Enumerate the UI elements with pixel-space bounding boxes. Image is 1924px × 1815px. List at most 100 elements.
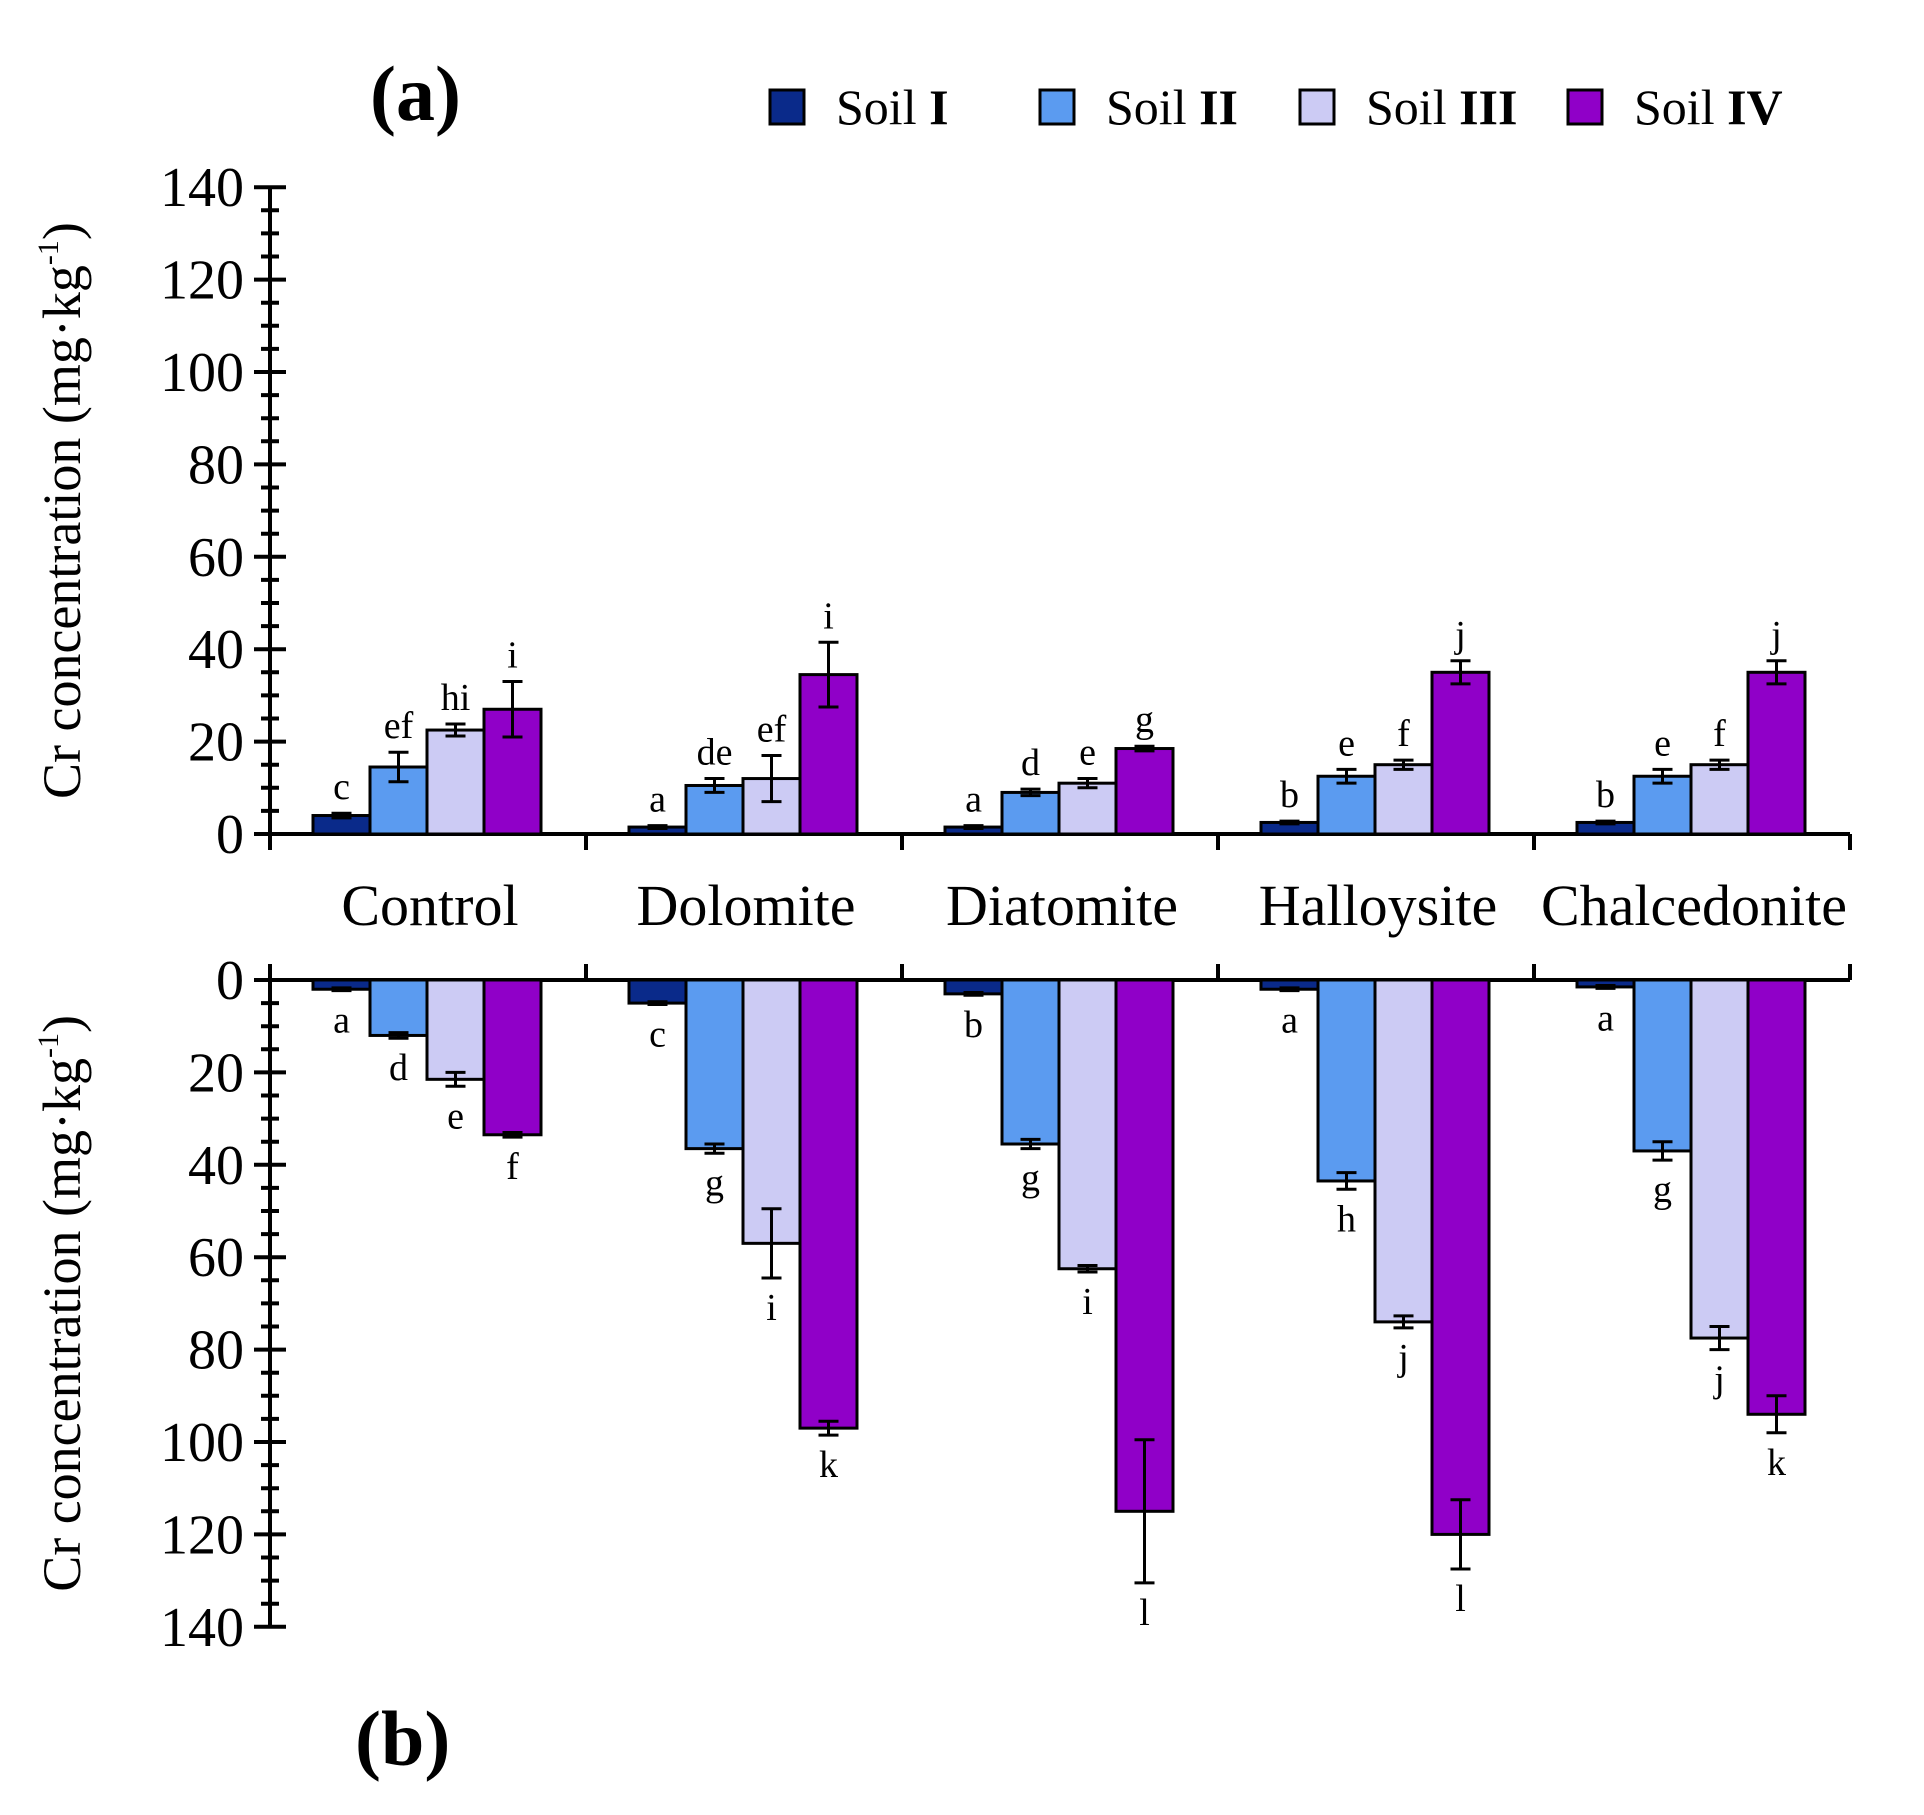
x-tick-label: Diatomite [946, 873, 1178, 938]
significance-label: g [705, 1162, 724, 1204]
significance-label: k [819, 1444, 838, 1486]
panel-a: 0 20 40 60 80 100 120 140 Cr concentration (mg·k… [32, 50, 1852, 938]
bar [1057, 781, 1118, 836]
legend: Soil I Soil II Soil III Soil IV [768, 79, 1783, 135]
panel-label: (a) [370, 50, 461, 137]
significance-label: j [1769, 614, 1782, 656]
bar [1373, 978, 1434, 1324]
bar [1746, 670, 1807, 836]
significance-label: i [1082, 1281, 1093, 1323]
legend-swatch [1298, 88, 1336, 126]
significance-label: g [1021, 1158, 1040, 1200]
y-tick-label: 60 [188, 527, 244, 589]
significance-label: de [697, 732, 733, 774]
y-tick-label: 120 [160, 1504, 244, 1566]
bar [1632, 978, 1693, 1153]
significance-label: j [1396, 1337, 1409, 1379]
y-tick-label: 40 [188, 619, 244, 681]
significance-label: g [1653, 1169, 1672, 1211]
y-tick-label: 100 [160, 1412, 244, 1474]
y-tick-label: 120 [160, 250, 244, 312]
significance-label: k [1767, 1442, 1786, 1484]
bar [1316, 774, 1377, 836]
significance-label: l [1139, 1592, 1150, 1634]
bar [1000, 978, 1061, 1146]
significance-label: i [507, 635, 518, 677]
significance-label: a [333, 1000, 350, 1042]
y-axis-title: Cr concentration (mg·kg-1) [32, 222, 92, 799]
y-tick-label: 140 [160, 157, 244, 219]
legend-swatch [1038, 88, 1076, 126]
y-tick-label: 20 [188, 1042, 244, 1104]
significance-label: a [1281, 1000, 1298, 1042]
x-tick-label: Control [341, 873, 518, 938]
legend-swatch [768, 88, 806, 126]
bar [1746, 978, 1807, 1416]
significance-label: ef [757, 708, 787, 750]
bar [425, 978, 486, 1081]
bar [368, 978, 429, 1037]
significance-label: f [506, 1146, 519, 1188]
y-tick-label: 60 [188, 1227, 244, 1289]
significance-label: hi [441, 677, 471, 719]
bar [1689, 763, 1750, 836]
x-tick-label: Halloysite [1259, 873, 1497, 938]
bar [1316, 978, 1377, 1183]
significance-label: d [389, 1047, 408, 1089]
significance-label: f [1713, 713, 1726, 755]
y-tick-label: 40 [188, 1135, 244, 1197]
bar [1632, 774, 1693, 836]
bar [1689, 978, 1750, 1340]
y-tick-label: 80 [188, 1320, 244, 1382]
significance-label: c [649, 1013, 666, 1055]
significance-label: l [1455, 1578, 1466, 1620]
significance-label: g [1135, 699, 1154, 741]
y-tick-label: 20 [188, 712, 244, 774]
bar [482, 978, 543, 1137]
significance-label: b [1596, 774, 1615, 816]
bar [627, 978, 688, 1005]
significance-label: a [649, 779, 666, 821]
significance-label: c [333, 766, 350, 808]
legend-label: Soil IV [1634, 79, 1783, 135]
legend-label: Soil III [1366, 79, 1517, 135]
y-tick-label: 80 [188, 434, 244, 496]
bar [798, 978, 859, 1430]
legend-swatch [1566, 88, 1604, 126]
significance-label: j [1453, 614, 1466, 656]
significance-label: f [1397, 713, 1410, 755]
bar [1373, 763, 1434, 836]
bar [425, 728, 486, 836]
significance-label: ef [384, 705, 414, 747]
significance-label: b [964, 1004, 983, 1046]
bar [741, 978, 802, 1245]
significance-label: d [1021, 742, 1040, 784]
panel-b: 0 20 40 60 80 100 120 140 Cr concentration (mg·k… [32, 950, 1852, 1782]
significance-label: a [1597, 997, 1614, 1039]
panel-label: (b) [355, 1695, 450, 1782]
y-tick-label: 100 [160, 342, 244, 404]
significance-label: b [1280, 774, 1299, 816]
significance-label: j [1712, 1359, 1725, 1401]
significance-label: e [1338, 722, 1355, 764]
x-tick-label: Chalcedonite [1541, 873, 1847, 938]
x-tick-label: Dolomite [636, 873, 855, 938]
significance-label: h [1337, 1198, 1356, 1240]
y-tick-label: 140 [160, 1597, 244, 1659]
bar [1430, 670, 1491, 836]
bar [1430, 978, 1491, 1536]
y-tick-label: 0 [216, 804, 244, 866]
bar [1114, 747, 1175, 836]
significance-label: e [1079, 732, 1096, 774]
y-axis-title: Cr concentration (mg·kg-1) [32, 1015, 92, 1592]
bar [684, 978, 745, 1151]
y-tick-label: 0 [216, 950, 244, 1012]
significance-label: e [1654, 722, 1671, 764]
bar [1114, 978, 1175, 1513]
bar [1000, 790, 1061, 836]
legend-label: Soil I [836, 79, 949, 135]
significance-label: a [965, 779, 982, 821]
bar [1057, 978, 1118, 1271]
significance-label: i [766, 1287, 777, 1329]
